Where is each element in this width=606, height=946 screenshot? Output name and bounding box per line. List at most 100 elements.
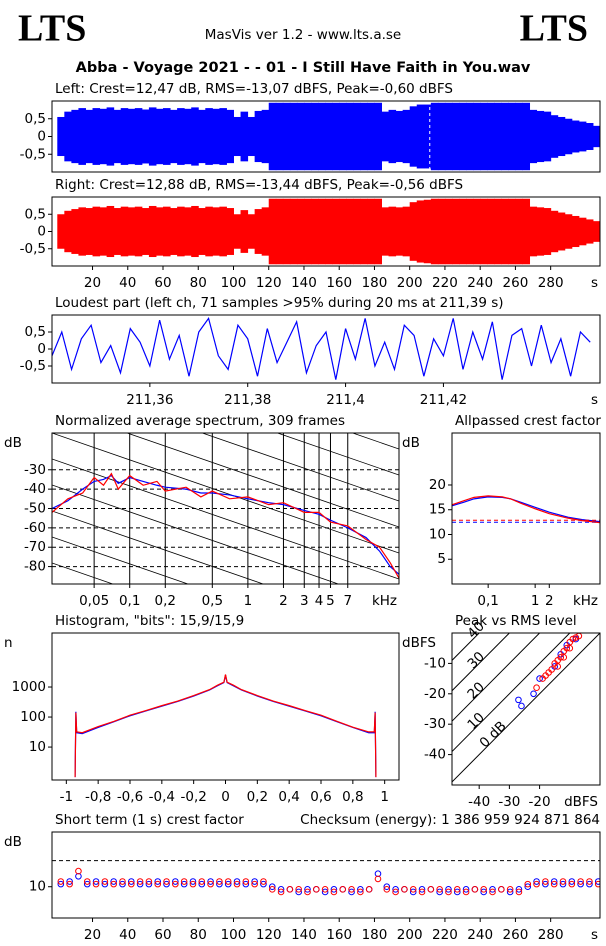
x-tick-label: 120 <box>256 927 282 943</box>
y-tick-label: -50 <box>24 501 46 517</box>
waveform-envelope <box>466 102 474 171</box>
spectrum-slope <box>201 433 399 502</box>
x-tick-label: 1 <box>531 593 540 609</box>
waveform-envelope <box>120 108 129 165</box>
waveform-envelope <box>325 198 333 265</box>
x-tick-label: 0,5 <box>202 593 223 609</box>
waveform-envelope <box>416 104 425 169</box>
waveform-envelope <box>473 198 481 265</box>
x-tick-label: 200 <box>397 927 423 943</box>
x-tick-label: 280 <box>538 927 564 943</box>
panel-title: Short term (1 s) crest factor <box>55 812 244 828</box>
waveform-envelope <box>571 215 580 248</box>
scatter-point <box>198 878 206 885</box>
spectrum-slope <box>52 641 399 761</box>
waveform-envelope <box>430 198 439 265</box>
scatter-point <box>207 880 214 888</box>
scatter-point <box>127 878 135 885</box>
scatter-point <box>559 878 567 885</box>
waveform-envelope <box>155 108 164 165</box>
waveform-envelope <box>191 205 199 258</box>
scatter-point <box>453 888 461 896</box>
x-axis-label: kHz <box>573 593 598 609</box>
scatter-point <box>401 886 408 893</box>
spectrum-slope <box>52 667 399 787</box>
waveform-envelope <box>254 209 263 254</box>
scatter-point <box>383 886 391 893</box>
waveform-envelope <box>127 108 136 165</box>
x-tick-label: -0,2 <box>180 789 206 805</box>
waveform-envelope <box>212 108 220 165</box>
x-tick-label: 240 <box>467 927 493 943</box>
scatter-point <box>550 878 558 885</box>
file-title: Abba - Voyage 2021 - - 01 - I Still Have… <box>76 60 531 76</box>
waveform-envelope <box>585 123 594 150</box>
x-tick-label: 240 <box>467 275 493 291</box>
scatter-point <box>313 886 320 893</box>
plot-area <box>452 495 600 524</box>
waveform-envelope <box>543 111 552 162</box>
scatter-point <box>242 880 250 888</box>
waveform-envelope <box>163 206 171 257</box>
waveform-envelope <box>325 102 333 171</box>
waveform-envelope <box>226 208 234 255</box>
x-tick-label: 0,2 <box>247 789 268 805</box>
scatter-point <box>163 878 170 885</box>
x-tick-label: 0,8 <box>342 789 363 805</box>
series-line <box>452 496 600 523</box>
x-tick-label: 0,6 <box>310 789 331 805</box>
waveform-envelope <box>339 198 347 265</box>
waveform-envelope <box>437 102 446 171</box>
scatter-point <box>348 886 355 893</box>
waveform-envelope <box>444 198 453 265</box>
scatter-point <box>304 888 311 896</box>
y-tick-label: -0,5 <box>20 146 46 162</box>
scatter-point <box>594 880 600 888</box>
waveform-envelope <box>578 121 587 152</box>
x-tick-label: 140 <box>291 927 317 943</box>
scatter-point <box>357 888 364 896</box>
waveform-envelope <box>205 108 213 165</box>
waveform-envelope <box>127 207 136 256</box>
waveform-envelope <box>332 102 340 171</box>
x-tick-label: 220 <box>432 927 458 943</box>
scatter-point <box>453 886 461 893</box>
waveform-envelope <box>381 111 390 162</box>
waveform-envelope <box>564 214 573 249</box>
x-tick-label: 0,4 <box>278 789 299 805</box>
waveform-envelope <box>289 198 298 265</box>
waveform-envelope <box>395 110 404 163</box>
spectrum-slope <box>276 433 399 476</box>
waveform-envelope <box>451 102 460 171</box>
y-axis-label: dB <box>4 834 22 850</box>
logo-left: LTS <box>18 8 86 50</box>
x-tick-label: 260 <box>503 927 529 943</box>
scatter-point <box>251 880 258 888</box>
x-tick-label: 1 <box>244 593 253 609</box>
waveform-envelope <box>261 109 270 164</box>
waveform-envelope <box>233 116 242 157</box>
waveform-envelope <box>113 109 122 164</box>
scatter-point <box>321 886 329 893</box>
waveform-envelope <box>487 198 495 265</box>
scatter-point <box>365 886 373 893</box>
scatter-point <box>224 878 232 885</box>
x-tick-label: 220 <box>432 275 458 291</box>
waveform-envelope <box>148 205 157 258</box>
scatter-point <box>530 690 537 698</box>
waveform-envelope <box>78 207 86 256</box>
waveform-envelope <box>480 198 488 265</box>
scatter-point <box>110 880 117 888</box>
scatter-point <box>568 878 576 885</box>
waveform-envelope <box>501 198 509 265</box>
waveform-envelope <box>71 209 79 254</box>
scatter-point <box>445 888 452 896</box>
x-tick-label: 211,38 <box>224 392 271 408</box>
waveform-envelope <box>459 198 467 265</box>
waveform-envelope <box>557 116 566 157</box>
waveform-envelope <box>141 208 150 255</box>
scatter-point <box>563 644 571 652</box>
x-tick-label: 40 <box>119 275 136 291</box>
scatter-point <box>533 880 540 888</box>
spectrum-slope <box>52 251 399 371</box>
